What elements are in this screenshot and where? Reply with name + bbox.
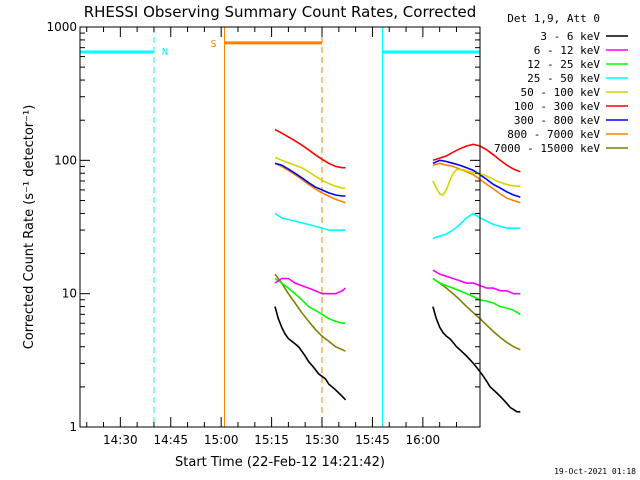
- x-tick-label-3: 15:15: [254, 433, 289, 447]
- series-line-800-7000-kev-1: [432, 162, 521, 204]
- series-line-7000-15000-kev-0: [274, 273, 346, 352]
- y-tick-label-0: 1: [69, 420, 77, 434]
- series-line-300-800-kev-0: [274, 162, 346, 197]
- legend-label: 100 - 300 keV: [514, 100, 600, 113]
- series-line-7000-15000-kev-1: [432, 277, 521, 351]
- y-tick-label-3: 1000: [46, 20, 77, 34]
- plot-area: NS: [79, 27, 521, 427]
- legend-label: 3 - 6 keV: [540, 30, 600, 43]
- x-tick-label-0: 14:30: [103, 433, 138, 447]
- legend-label: 6 - 12 keV: [534, 44, 601, 57]
- series-line-25-50-kev-0: [274, 212, 346, 231]
- series-line-12-25-kev-0: [274, 277, 346, 325]
- legend-label: 300 - 800 keV: [514, 114, 600, 127]
- x-axis: 14:30 14:45 15:00 15:15 15:30 15:45 16:00: [86, 27, 457, 447]
- series-line-100-300-kev-0: [274, 128, 346, 169]
- series-line-6-12-kev-1: [432, 269, 521, 295]
- x-tick-label-2: 15:00: [204, 433, 239, 447]
- legend-title: Det 1,9, Att 0: [507, 12, 600, 25]
- legend-label: 800 - 7000 keV: [507, 128, 600, 141]
- legend-label: 12 - 25 keV: [527, 58, 600, 71]
- night-marker-0: N: [162, 47, 168, 58]
- chart-title: RHESSI Observing Summary Count Rates, Co…: [84, 3, 477, 21]
- saa-marker-0: S: [211, 39, 217, 50]
- series-line-6-12-kev-0: [274, 277, 347, 295]
- x-axis-label: Start Time (22-Feb-12 14:21:42): [175, 455, 385, 470]
- y-axis: 1 10 100 1000: [46, 20, 480, 434]
- x-tick-label-4: 15:30: [305, 433, 340, 447]
- y-tick-label-1: 10: [62, 287, 77, 301]
- series-line-50-100-kev-0: [274, 156, 346, 189]
- series-line-800-7000-kev-0: [274, 162, 346, 204]
- y-axis-label: Corrected Count Rate (s⁻¹ detector⁻¹): [22, 105, 37, 350]
- series-line-50-100-kev-1: [432, 168, 521, 196]
- series-line-100-300-kev-1: [432, 143, 521, 173]
- series-line-12-25-kev-1: [432, 277, 521, 315]
- series-line-3-6-kev-1: [432, 306, 521, 413]
- series-line-3-6-kev-0: [274, 306, 347, 401]
- series-line-25-50-kev-1: [432, 212, 521, 240]
- x-tick-label-6: 16:00: [406, 433, 441, 447]
- legend-label: 7000 - 15000 keV: [494, 142, 600, 155]
- legend-label: 50 - 100 keV: [521, 86, 601, 99]
- plot-frame: [79, 26, 481, 428]
- timestamp: 19-Oct-2021 01:18: [554, 467, 636, 476]
- x-tick-label-5: 15:45: [355, 433, 390, 447]
- legend-label: 25 - 50 keV: [527, 72, 600, 85]
- x-tick-label-1: 14:45: [153, 433, 188, 447]
- y-tick-label-2: 100: [54, 153, 77, 167]
